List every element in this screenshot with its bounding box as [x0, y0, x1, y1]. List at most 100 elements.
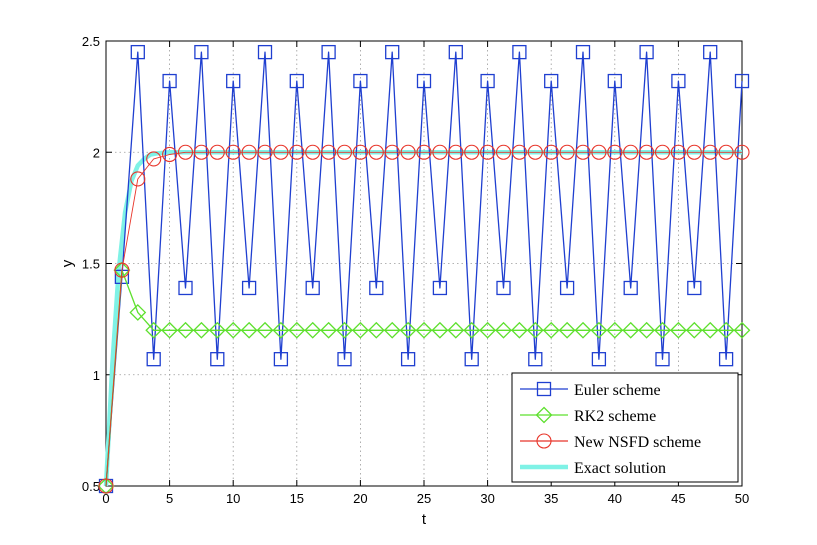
legend-item: Euler scheme: [520, 381, 661, 399]
data-point: [559, 280, 575, 296]
data-point: [193, 144, 209, 160]
legend-label: RK2 scheme: [574, 408, 656, 425]
data-point: [257, 44, 273, 60]
data-point: [717, 321, 735, 339]
data-point: [464, 144, 480, 160]
data-point: [400, 352, 416, 367]
data-point: [638, 321, 656, 339]
data-point: [528, 352, 543, 367]
data-point: [224, 321, 242, 339]
data-point: [114, 262, 130, 278]
data-point: [384, 144, 400, 160]
legend-label: Exact solution: [574, 460, 666, 477]
data-point: [639, 44, 654, 60]
data-point: [511, 144, 527, 160]
data-point: [321, 144, 337, 160]
data-point: [622, 321, 640, 339]
legend-item: Exact solution: [520, 460, 666, 477]
data-point: [623, 144, 639, 160]
data-point: [177, 321, 194, 339]
axis-ticks: 0 5 10 15 20 25 30 35 40 45 50 0.5 1 1.5 2 2.5: [82, 34, 749, 506]
data-point: [685, 321, 703, 339]
x-tick-label: 50: [735, 491, 749, 506]
data-point: [367, 321, 385, 339]
data-point: [607, 144, 623, 160]
data-point: [320, 321, 338, 339]
data-point: [654, 144, 671, 160]
data-point: [353, 73, 368, 89]
data-point: [162, 146, 178, 163]
data-point: [210, 352, 225, 367]
data-point: [702, 144, 718, 160]
data-point: [480, 144, 496, 160]
series-1: [97, 261, 751, 495]
data-point: [194, 44, 209, 60]
data-point: [272, 321, 290, 339]
data-point: [226, 73, 241, 89]
data-point: [304, 321, 322, 339]
data-point: [162, 73, 177, 89]
data-point: [495, 144, 512, 160]
legend-item: RK2 scheme: [520, 406, 656, 425]
data-point: [669, 321, 687, 339]
data-point: [178, 280, 193, 296]
data-point: [496, 280, 511, 296]
data-point: [257, 144, 273, 160]
data-point: [495, 321, 512, 339]
data-point: [383, 321, 401, 339]
data-point: [273, 144, 289, 160]
data-point: [431, 321, 449, 339]
data-point: [591, 144, 607, 160]
data-point: [718, 352, 734, 367]
y-tick-label: 2: [93, 145, 100, 160]
data-point: [512, 44, 527, 60]
series-2: [98, 144, 750, 494]
legend-box: [511, 372, 739, 483]
data-point: [558, 321, 576, 339]
x-tick-label: 25: [417, 491, 431, 506]
legend-label: New NSFD scheme: [574, 434, 701, 451]
data-point: [400, 144, 416, 160]
data-point: [432, 280, 448, 296]
data-point: [448, 144, 464, 160]
data-point: [369, 280, 384, 296]
data-point: [686, 144, 702, 160]
data-point: [305, 144, 321, 160]
series-0: [98, 44, 750, 494]
data-point: [241, 144, 257, 160]
series-line: [105, 269, 742, 487]
data-point: [542, 321, 560, 339]
y-tick-label: 2.5: [82, 34, 100, 49]
data-point: [336, 321, 353, 339]
data-point: [321, 44, 336, 60]
data-point: [526, 321, 544, 339]
data-point: [606, 321, 624, 339]
data-point: [385, 44, 400, 60]
data-point: [575, 144, 591, 160]
data-point: [289, 144, 305, 160]
data-point: [288, 321, 306, 339]
data-point: [432, 144, 448, 160]
data-point: [305, 280, 320, 296]
data-point: [225, 144, 241, 160]
data-point: [734, 73, 750, 89]
data-point: [655, 352, 670, 367]
data-point: [527, 144, 543, 160]
data-point: [718, 144, 734, 160]
x-tick-label: 40: [608, 491, 622, 506]
data-point: [209, 144, 225, 160]
data-point: [607, 73, 622, 89]
data-point: [464, 352, 479, 367]
data-point: [368, 144, 384, 160]
y-tick-label: 1: [93, 368, 100, 383]
data-point: [289, 73, 304, 89]
data-point: [337, 352, 352, 367]
data-point: [192, 321, 210, 339]
data-point: [623, 280, 638, 296]
data-point: [130, 44, 145, 60]
data-point: [559, 144, 575, 160]
data-point: [352, 144, 368, 160]
data-point: [256, 321, 274, 339]
data-point: [544, 73, 559, 89]
